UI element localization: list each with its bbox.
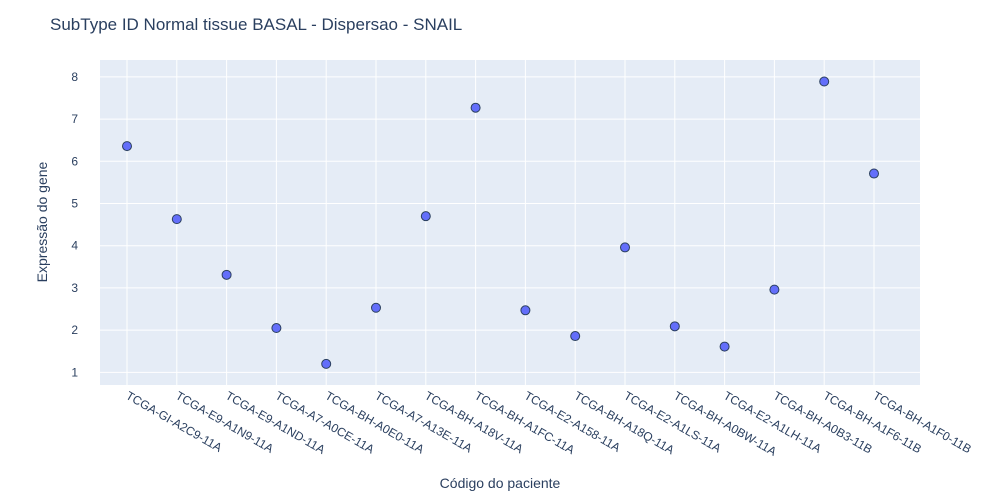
data-points	[122, 76, 879, 369]
data-point[interactable]	[719, 341, 730, 352]
data-point[interactable]	[819, 76, 830, 87]
y-axis-title: Expressão do gene	[34, 161, 50, 282]
data-point[interactable]	[420, 211, 431, 222]
data-point[interactable]	[570, 331, 581, 342]
grid-lines	[100, 60, 920, 385]
y-tick-label: 6	[71, 154, 78, 168]
data-point[interactable]	[321, 358, 332, 369]
data-point[interactable]	[769, 284, 780, 295]
data-point[interactable]	[271, 323, 282, 334]
data-point[interactable]	[620, 242, 630, 253]
y-tick-label: 8	[71, 70, 78, 84]
y-tick-label: 7	[71, 112, 78, 126]
data-point[interactable]	[470, 102, 481, 113]
y-axis-ticks: 1 2 3 4 5 6 7 8	[71, 70, 78, 379]
chart-title: SubType ID Normal tissue BASAL - Dispers…	[50, 15, 462, 34]
x-axis-title: Código do paciente	[440, 475, 561, 491]
y-tick-label: 3	[71, 281, 78, 295]
data-point[interactable]	[221, 269, 232, 280]
y-tick-label: 1	[71, 365, 78, 379]
y-tick-label: 5	[71, 197, 78, 211]
x-axis-ticks: TCGA-GI-A2C9-11ATCGA-E9-A1N9-11ATCGA-E9-…	[124, 388, 974, 458]
plot-area	[100, 60, 920, 385]
data-point[interactable]	[520, 305, 531, 316]
y-tick-label: 2	[71, 323, 78, 337]
data-point[interactable]	[122, 141, 132, 152]
data-point[interactable]	[371, 302, 381, 313]
data-point[interactable]	[669, 321, 680, 332]
data-point[interactable]	[171, 214, 182, 225]
y-tick-label: 4	[71, 239, 78, 253]
data-point[interactable]	[869, 168, 879, 179]
